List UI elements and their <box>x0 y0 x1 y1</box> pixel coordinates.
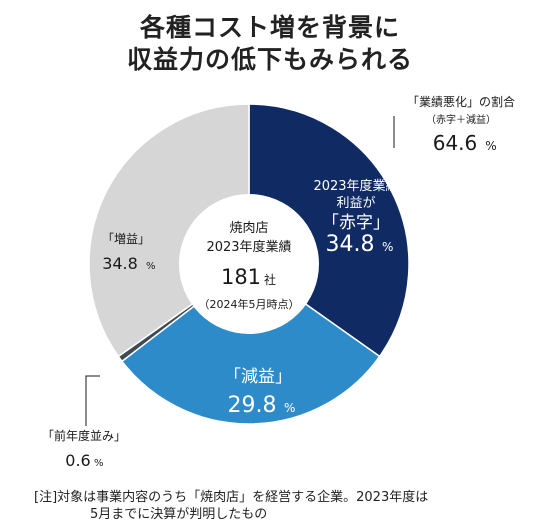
slice-value-increase: 34.8 <box>102 254 138 273</box>
flat-leader-line <box>85 375 100 426</box>
chart-title-line-1: 各種コスト増を背景に <box>139 13 400 42</box>
slice-value-deficit: 34.8 <box>326 232 375 257</box>
callout-sub: （赤字＋減益） <box>426 113 496 126</box>
slice-unit-flat: % <box>94 458 104 469</box>
slice-unit-deficit: % <box>382 240 393 254</box>
center-count: 181 <box>221 265 261 289</box>
slice-label-prefix-deficit-1: 利益が <box>336 196 375 211</box>
slice-unit-increase: % <box>146 261 156 272</box>
center-line-1: 焼肉店 <box>229 221 268 236</box>
slice-value-decline: 29.8 <box>228 393 277 418</box>
callout-unit: % <box>485 139 496 153</box>
pie-slice-deficit <box>248 103 410 358</box>
callout-label: 「業績悪化」の割合 <box>407 94 515 109</box>
footnote-line-2: 5月までに決算が判明したもの <box>90 507 268 522</box>
center-disc <box>179 194 319 334</box>
slice-label-flat: 「前年度並み」 <box>42 428 126 443</box>
callout-value: 64.6 <box>433 131 478 155</box>
slice-label-increase: 「増益」 <box>102 232 150 246</box>
slice-label-decline: 「減益」 <box>224 367 292 387</box>
chart-title-line-2: 収益力の低下もみられる <box>126 45 413 74</box>
center-line-2: 2023年度業績 <box>206 239 291 255</box>
pie-slice-decline <box>120 263 381 425</box>
center-count-unit: 社 <box>264 272 276 287</box>
slice-label-deficit: 「赤字」 <box>322 213 390 233</box>
center-asof: （2024年5月時点） <box>199 297 300 311</box>
slice-unit-decline: % <box>284 401 295 415</box>
footnote-line-1: [注]対象は事業内容のうち「焼肉店」を経営する企業。2023年度は <box>34 490 429 505</box>
pie-slice-increase <box>88 103 250 358</box>
slice-value-flat: 0.6 <box>65 451 90 470</box>
slice-label-prefix-deficit-0: 2023年度業績 <box>313 178 398 194</box>
